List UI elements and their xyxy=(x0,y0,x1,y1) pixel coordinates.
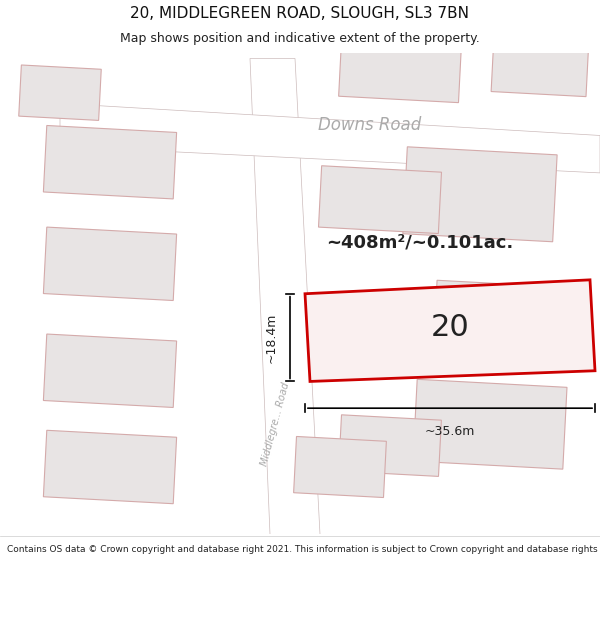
Text: ~35.6m: ~35.6m xyxy=(425,424,475,438)
Text: 20, MIDDLEGREEN ROAD, SLOUGH, SL3 7BN: 20, MIDDLEGREEN ROAD, SLOUGH, SL3 7BN xyxy=(131,6,470,21)
Polygon shape xyxy=(43,126,176,199)
Text: Map shows position and indicative extent of the property.: Map shows position and indicative extent… xyxy=(120,32,480,45)
Polygon shape xyxy=(19,65,101,121)
Polygon shape xyxy=(338,40,461,102)
Polygon shape xyxy=(60,103,600,173)
Text: Downs Road: Downs Road xyxy=(319,116,422,134)
Text: 20: 20 xyxy=(431,314,469,342)
Polygon shape xyxy=(319,166,442,234)
Text: Middlegre... Road: Middlegre... Road xyxy=(259,381,291,467)
Polygon shape xyxy=(250,59,320,534)
Polygon shape xyxy=(293,436,386,498)
Polygon shape xyxy=(491,35,589,97)
Polygon shape xyxy=(338,415,442,476)
Text: Contains OS data © Crown copyright and database right 2021. This information is : Contains OS data © Crown copyright and d… xyxy=(7,545,600,554)
Polygon shape xyxy=(43,334,176,408)
Polygon shape xyxy=(43,227,176,301)
Polygon shape xyxy=(413,379,567,469)
Text: ~408m²/~0.101ac.: ~408m²/~0.101ac. xyxy=(326,233,514,251)
Text: ~18.4m: ~18.4m xyxy=(265,312,278,362)
Polygon shape xyxy=(433,280,587,365)
Polygon shape xyxy=(305,280,595,381)
Polygon shape xyxy=(43,430,176,504)
Polygon shape xyxy=(403,147,557,242)
